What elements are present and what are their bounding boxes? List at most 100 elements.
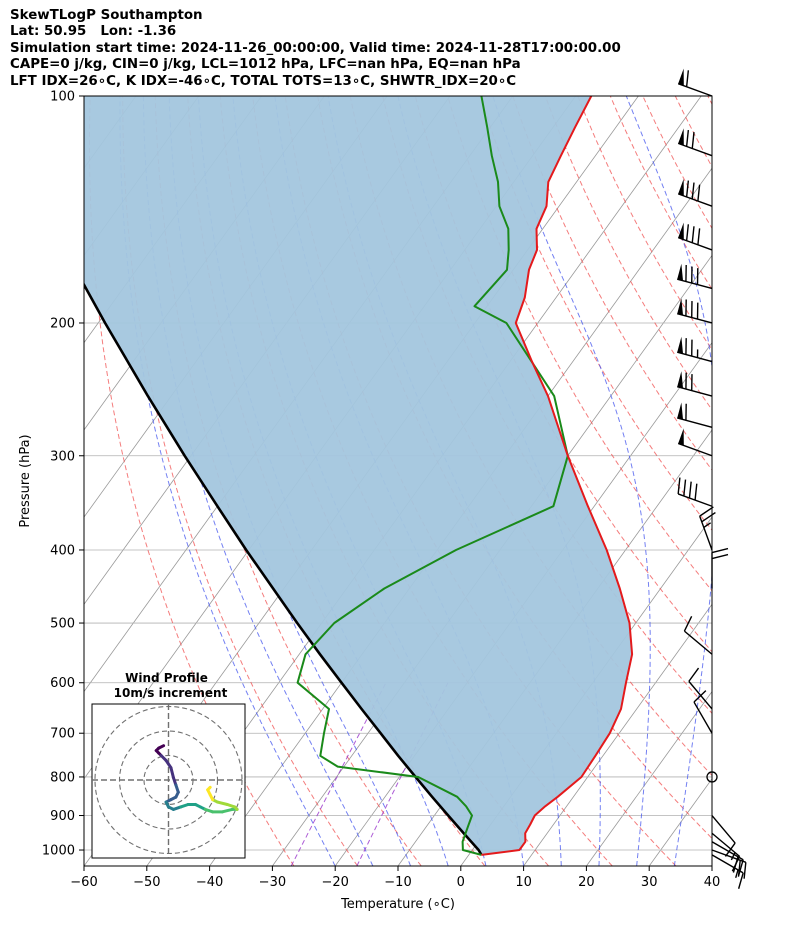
calm-circle <box>706 771 718 783</box>
inset-plot <box>92 704 245 858</box>
hodograph-segment <box>216 800 229 806</box>
barb-pennant <box>677 402 684 420</box>
x-tick-label: −30 <box>259 875 286 890</box>
barb-flag <box>697 184 701 202</box>
barb-pennant <box>678 68 684 86</box>
x-tick-label: 30 <box>641 875 658 890</box>
y-tick-label: 100 <box>50 90 75 105</box>
dry-adiabat-line <box>317 96 712 840</box>
isotherm-line <box>0 96 73 866</box>
barb-flag <box>683 615 693 632</box>
x-tick-label: −60 <box>70 875 97 890</box>
barb-half-flag <box>730 852 736 861</box>
barb-half-flag <box>703 522 712 528</box>
wind-barbs <box>677 68 747 889</box>
wind-barb <box>677 336 713 363</box>
dry-adiabat-line <box>707 96 712 106</box>
barb-flag <box>685 70 690 87</box>
wind-barb <box>677 128 713 157</box>
dry-adiabat-line <box>544 96 712 411</box>
dewpoint-profile-line <box>296 96 569 856</box>
dry-adiabat-line <box>479 96 712 532</box>
isotherm-line <box>0 96 10 866</box>
barb-flag <box>697 228 701 245</box>
barb-flag <box>711 547 729 554</box>
y-tick-label: 800 <box>50 770 75 785</box>
x-tick-label: 20 <box>578 875 595 890</box>
barb-flag <box>737 860 741 877</box>
barb-flag <box>688 667 700 682</box>
barb-half-flag <box>735 869 739 879</box>
wind-barb <box>683 615 713 655</box>
title-location: Lat: 50.95 Lon: -1.36 <box>10 24 177 40</box>
moist-adiabat-line <box>119 96 336 866</box>
barb-pennant <box>678 178 684 196</box>
wind-barb <box>706 771 718 783</box>
wind-barb <box>711 849 747 879</box>
barb-pennant <box>678 222 684 240</box>
header: SkewTLogP Southampton Lat: 50.95 Lon: -1… <box>10 8 621 90</box>
y-axis-label: Pressure (hPa) <box>18 434 33 527</box>
y-tick-label: 500 <box>50 617 75 632</box>
plot-axes: −60 −50 −40 −30 −20 −10 0 10 20 30 40 1000 900 800 700… <box>18 90 720 913</box>
parcel-profile-line <box>84 282 483 856</box>
x-tick-label: −10 <box>384 875 411 890</box>
hodograph-segment <box>169 766 175 780</box>
barb-staff <box>711 815 736 844</box>
y-tick-label: 900 <box>50 809 75 824</box>
barb-flag <box>683 479 687 497</box>
wind-barb <box>677 222 713 251</box>
barb-flag <box>677 477 681 494</box>
dry-adiabat-line <box>89 96 295 866</box>
dry-adiabat-line <box>512 96 712 471</box>
barb-flag <box>724 842 736 857</box>
title-station: SkewTLogP Southampton <box>10 8 203 23</box>
barb-pennant <box>678 128 684 146</box>
barb-pennant <box>677 336 684 354</box>
temperature-profile-line <box>481 96 634 856</box>
wind-barb <box>711 547 729 589</box>
wind-barb <box>677 402 713 428</box>
barb-pennant <box>677 371 684 389</box>
barb-flag <box>743 862 747 879</box>
wind-barb <box>677 477 713 507</box>
wind-barb <box>677 263 713 290</box>
y-tick-label: 300 <box>50 449 75 464</box>
x-tick-label: 40 <box>704 875 721 890</box>
y-tick-label: 400 <box>50 543 75 558</box>
x-tick-label: −20 <box>321 875 348 890</box>
inset-subtitle: 10m/s increment <box>114 686 228 700</box>
barb-flag <box>737 872 744 889</box>
moist-adiabat-line <box>711 863 712 866</box>
mixing-ratio-line <box>290 682 387 866</box>
barb-flag <box>694 483 698 501</box>
y-tick-label: 700 <box>50 727 75 742</box>
cin-shading <box>84 96 633 855</box>
barb-flag <box>711 553 729 560</box>
title-indices-1: CAPE=0 j/kg, CIN=0 j/kg, LCL=1012 hPa, L… <box>10 57 521 73</box>
x-tick-label: 10 <box>515 875 532 890</box>
dry-adiabat-line <box>773 96 794 866</box>
wind-barb <box>699 506 716 551</box>
barb-flag <box>685 129 690 147</box>
wind-barb <box>677 178 713 207</box>
y-tick-label: 200 <box>50 316 75 331</box>
title-indices-2: LFT IDX=26∘C, K IDX=-46∘C, TOTAL TOTS=13… <box>10 73 517 89</box>
barb-flag <box>691 182 695 200</box>
title-times: Simulation start time: 2024-11-26_00:00:… <box>10 40 621 56</box>
hodograph-segment <box>220 807 234 814</box>
barb-staff <box>693 701 713 734</box>
barb-flag <box>699 506 714 517</box>
y-tick-label: 600 <box>50 676 75 691</box>
inset-title: Wind Profile <box>125 671 208 685</box>
x-tick-label: −50 <box>133 875 160 890</box>
barb-pennant <box>677 298 684 316</box>
isotherm-line <box>523 603 712 866</box>
barb-flag <box>691 132 695 149</box>
dry-adiabat-line <box>447 96 712 592</box>
isotherm-line <box>586 690 712 866</box>
barb-flag <box>701 511 716 523</box>
barb-flag <box>691 226 695 243</box>
